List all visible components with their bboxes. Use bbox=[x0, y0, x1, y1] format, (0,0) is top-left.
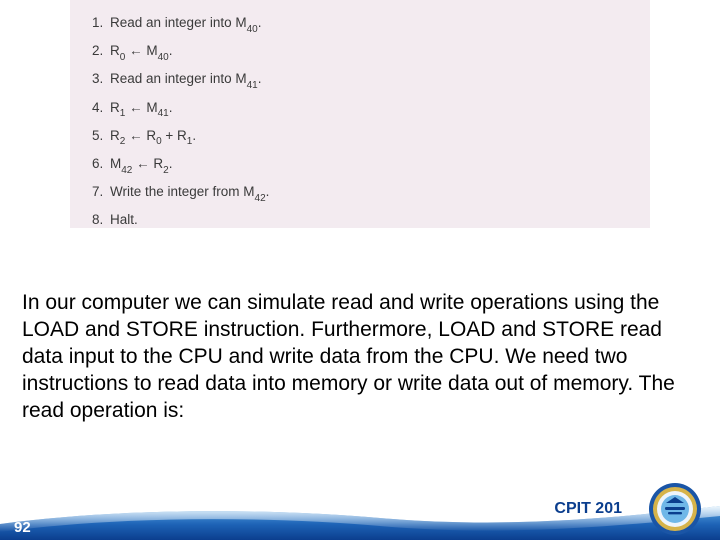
subscript: 2 bbox=[163, 165, 169, 176]
step-text: . bbox=[258, 15, 262, 30]
step-text: Halt. bbox=[110, 212, 138, 227]
algorithm-step: 6.M42 ← R2. bbox=[92, 151, 628, 179]
subscript: 41 bbox=[247, 80, 258, 91]
step-text: Read an integer into M bbox=[110, 71, 247, 86]
subscript: 40 bbox=[247, 24, 258, 35]
step-text: R bbox=[110, 128, 120, 143]
body-paragraph: In our computer we can simulate read and… bbox=[22, 290, 698, 424]
step-number: 8. bbox=[92, 207, 110, 233]
step-text: . bbox=[169, 43, 173, 58]
step-number: 3. bbox=[92, 66, 110, 92]
step-text: Read an integer into M bbox=[110, 15, 247, 30]
subscript: 40 bbox=[158, 52, 169, 63]
step-text: Write the integer from M bbox=[110, 184, 255, 199]
subscript: 0 bbox=[156, 136, 162, 147]
footer: 92 CPIT 201 bbox=[0, 502, 720, 540]
algorithm-step: 4.R1 ← M41. bbox=[92, 95, 628, 123]
step-text: + R bbox=[162, 128, 187, 143]
step-text: R bbox=[110, 43, 120, 58]
algorithm-step: 2.R0 ← M40. bbox=[92, 38, 628, 66]
step-text: ← R bbox=[132, 156, 163, 171]
algorithm-step: 3.Read an integer into M41. bbox=[92, 66, 628, 94]
step-text: ← M bbox=[125, 100, 157, 115]
university-logo-icon bbox=[648, 482, 702, 536]
step-number: 1. bbox=[92, 10, 110, 36]
step-number: 2. bbox=[92, 38, 110, 64]
algorithm-step: 1.Read an integer into M40. bbox=[92, 10, 628, 38]
step-number: 7. bbox=[92, 179, 110, 205]
subscript: 42 bbox=[121, 165, 132, 176]
page-number: 92 bbox=[14, 519, 31, 536]
course-code: CPIT 201 bbox=[554, 500, 622, 518]
step-text: ← R bbox=[125, 128, 156, 143]
step-number: 4. bbox=[92, 95, 110, 121]
step-text: . bbox=[266, 184, 270, 199]
algorithm-step: 5.R2 ← R0 + R1. bbox=[92, 123, 628, 151]
subscript: 1 bbox=[187, 136, 193, 147]
subscript: 2 bbox=[120, 136, 126, 147]
step-text: . bbox=[169, 100, 173, 115]
slide: 1.Read an integer into M40.2.R0 ← M40.3.… bbox=[0, 0, 720, 540]
algorithm-box: 1.Read an integer into M40.2.R0 ← M40.3.… bbox=[70, 0, 650, 228]
subscript: 1 bbox=[120, 108, 126, 119]
step-text: R bbox=[110, 100, 120, 115]
algorithm-step: 8.Halt. bbox=[92, 207, 628, 233]
subscript: 42 bbox=[255, 193, 266, 204]
algorithm-list: 1.Read an integer into M40.2.R0 ← M40.3.… bbox=[92, 10, 628, 234]
step-number: 6. bbox=[92, 151, 110, 177]
step-number: 5. bbox=[92, 123, 110, 149]
step-text: . bbox=[169, 156, 173, 171]
step-text: ← M bbox=[125, 43, 157, 58]
step-text: M bbox=[110, 156, 121, 171]
subscript: 41 bbox=[158, 108, 169, 119]
step-text: . bbox=[258, 71, 262, 86]
step-text: . bbox=[192, 128, 196, 143]
algorithm-step: 7.Write the integer from M42. bbox=[92, 179, 628, 207]
subscript: 0 bbox=[120, 52, 126, 63]
